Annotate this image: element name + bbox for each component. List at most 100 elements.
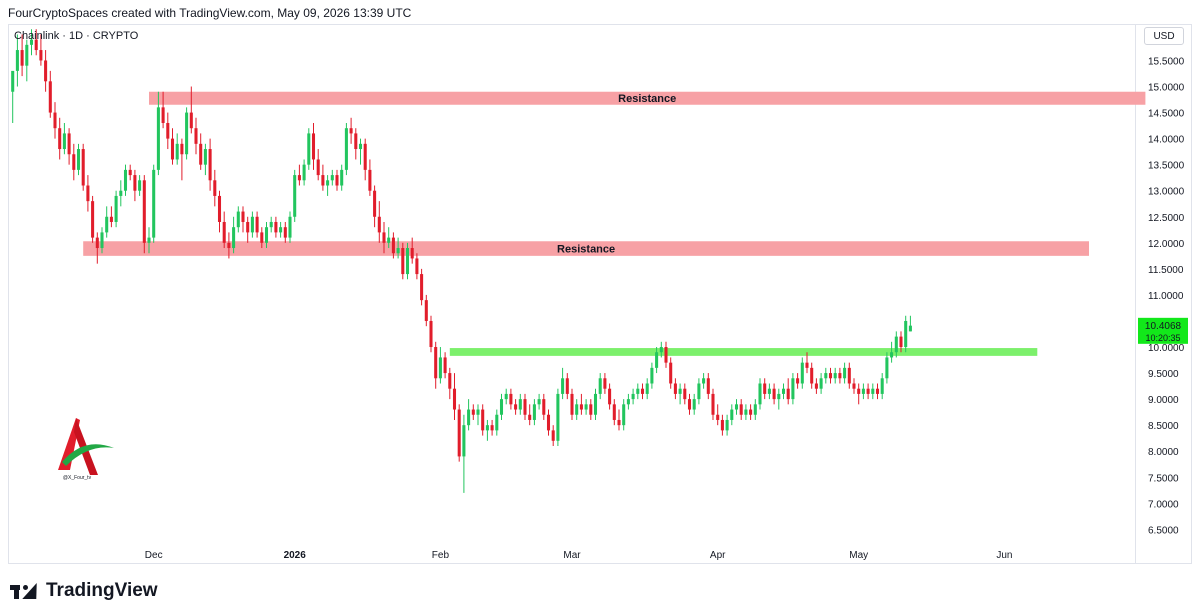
candle-body: [420, 274, 424, 301]
candle-body: [269, 221, 273, 228]
candle-body: [532, 404, 536, 420]
candle-body: [509, 393, 513, 405]
candle-body: [758, 383, 762, 405]
candle-body: [76, 149, 81, 170]
candle-body: [387, 237, 391, 243]
candle-body: [908, 325, 912, 332]
candle-body: [537, 399, 541, 405]
currency-button[interactable]: USD: [1144, 27, 1184, 45]
candle-body: [655, 352, 659, 368]
candle-body: [20, 50, 24, 66]
candle-body: [283, 227, 287, 238]
y-tick-label: 11.0000: [1148, 291, 1184, 302]
candle-body: [457, 409, 461, 457]
candle-body: [391, 237, 395, 254]
tradingview-footer-logo[interactable]: TradingView: [10, 580, 158, 602]
candle-body: [311, 133, 316, 160]
candle-body: [546, 414, 551, 431]
candle-body: [25, 44, 29, 66]
candle-body: [123, 169, 128, 191]
candle-body: [227, 242, 231, 249]
candle-body: [645, 383, 649, 394]
candle-body: [156, 107, 160, 170]
candle-body: [91, 201, 95, 238]
candle-body: [730, 409, 734, 420]
candle-body: [293, 175, 297, 217]
candle-body: [847, 367, 851, 384]
candle-body: [161, 107, 165, 123]
candle-body: [260, 232, 264, 243]
candle-body: [622, 404, 626, 426]
candle-body: [885, 357, 889, 379]
candle-body: [603, 378, 607, 389]
y-tick-label: 13.0000: [1148, 187, 1185, 198]
candle-body: [871, 388, 875, 394]
candle-body: [504, 393, 508, 400]
candle-body: [264, 227, 269, 243]
candle-body: [626, 399, 630, 405]
candle-body: [852, 383, 856, 389]
chart-caption: FourCryptoSpaces created with TradingVie…: [8, 6, 412, 20]
candle-body: [246, 221, 250, 233]
candle-body: [476, 409, 480, 415]
candle-body: [72, 154, 76, 170]
candle-body: [471, 409, 475, 415]
candle-body: [358, 143, 363, 150]
candle-body: [899, 336, 903, 348]
candle-body: [363, 143, 367, 170]
candle-body: [67, 133, 71, 155]
chart-area[interactable]: [8, 24, 1136, 564]
candle-body: [354, 133, 358, 150]
candle-body: [81, 149, 85, 186]
candle-body: [659, 347, 663, 353]
candle-body: [828, 373, 833, 379]
zone-label-2: Resistance: [557, 244, 615, 256]
candle-body: [725, 419, 729, 431]
candle-body: [608, 388, 612, 405]
tradingview-brand-text: TradingView: [46, 580, 158, 601]
candle-body: [340, 169, 344, 186]
candle-body: [401, 248, 405, 275]
candle-body: [570, 393, 574, 415]
candle-body: [109, 216, 113, 222]
candle-body: [34, 39, 38, 51]
candle-body: [415, 258, 419, 275]
candle-body: [763, 383, 767, 394]
candle-body: [373, 190, 377, 217]
price-axis[interactable]: [1136, 24, 1192, 564]
candle-body: [833, 373, 837, 379]
candle-body: [716, 414, 720, 420]
candle-body: [565, 378, 569, 394]
candle-body: [62, 133, 66, 150]
candle-body: [241, 211, 245, 222]
x-tick-label: Apr: [710, 550, 726, 561]
candle-body: [702, 378, 706, 384]
candle-body: [208, 149, 212, 181]
candle-body: [58, 128, 62, 150]
candle-body: [814, 383, 818, 389]
candle-body: [382, 232, 386, 243]
y-tick-label: 11.5000: [1148, 265, 1184, 276]
candle-body: [114, 195, 118, 222]
candle-body: [678, 388, 682, 394]
candle-body: [650, 367, 654, 384]
candle-body: [753, 404, 757, 415]
candle-body: [669, 362, 673, 384]
candle-body: [589, 404, 593, 415]
candle-body: [185, 112, 189, 155]
candle-body: [739, 404, 743, 415]
candle-body: [467, 409, 471, 426]
candle-body: [542, 399, 546, 415]
resistance-zone-2: [83, 241, 1089, 256]
candle-body: [584, 404, 588, 410]
candle-body: [250, 216, 254, 233]
y-tick-label: 15.5000: [1148, 56, 1185, 67]
candle-body: [53, 112, 57, 129]
candle-body: [518, 399, 522, 410]
candle-body: [147, 237, 151, 243]
candle-body: [514, 404, 518, 410]
symbol-label[interactable]: Chainlink · 1D · CRYPTO: [14, 30, 139, 42]
candle-body: [29, 39, 34, 45]
candle-body: [744, 409, 748, 415]
candle-body: [133, 175, 137, 191]
